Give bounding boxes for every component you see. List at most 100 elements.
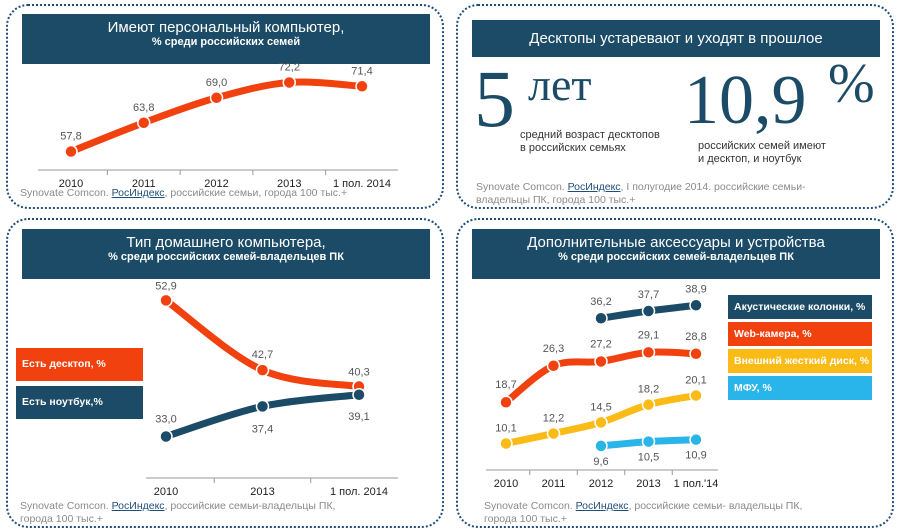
- x-tick-label: 2013: [250, 486, 274, 498]
- panel-header: Дополнительные аксессуары и устройства %…: [472, 229, 880, 279]
- caption-line: российских семей имеют: [698, 140, 826, 152]
- legend-mfp: МФУ, %: [728, 376, 872, 400]
- source-note: Synovate Comcon. РосИндекс, российские с…: [20, 500, 440, 526]
- source-prefix: Synovate Comcon.: [484, 500, 576, 512]
- data-label: 63,8: [133, 101, 154, 113]
- source-line2: города 100 тыс.+: [484, 513, 567, 525]
- accessories-chart: 2010 2011 2012 2013 1 пол.'14 36,2 37,7 38,9 18,…: [485, 283, 718, 490]
- x-tick-label: 2010: [153, 486, 177, 498]
- data-label: 20,1: [685, 374, 706, 386]
- source-note: Synovate Comcon. РосИндекс, российские с…: [20, 187, 440, 200]
- data-label: 18,7: [495, 379, 516, 391]
- data-point: [546, 358, 560, 373]
- data-point: [282, 75, 296, 89]
- rosindex-link[interactable]: РосИндекс: [575, 500, 629, 512]
- data-point: [63, 144, 78, 158]
- desktop-obsolete-panel: Десктопы устаревают и уходят в прошлое 5…: [456, 4, 894, 209]
- legend-desktop: Есть десктоп, %: [16, 348, 143, 381]
- legend-laptop: Есть ноутбук,%: [16, 386, 143, 419]
- data-label: 10,1: [495, 422, 516, 434]
- data-label: 33,0: [155, 413, 176, 425]
- data-label: 72,2: [278, 61, 299, 73]
- data-point: [546, 426, 560, 440]
- panel-title: Десктопы устаревают и уходят в прошлое: [529, 30, 823, 47]
- data-point: [498, 394, 513, 409]
- data-label: 29,1: [637, 329, 658, 341]
- desktop-age-caption: средний возраст десктопов в российских с…: [520, 129, 660, 155]
- panel-header: Имеют персональный компьютер, % среди ро…: [22, 14, 430, 64]
- panel-subtitle: % среди российских семей-владельцев ПК: [558, 251, 794, 263]
- x-tick-label: 2013: [277, 178, 301, 190]
- data-label: 37,4: [251, 423, 272, 435]
- data-label: 18,2: [637, 383, 658, 395]
- source-prefix: Synovate Comcon.: [476, 181, 568, 193]
- data-point: [351, 387, 366, 402]
- source-suffix: , российские семьи- владельцы ПК,: [628, 500, 803, 512]
- panel-title: Имеют персональный компьютер,: [107, 19, 345, 36]
- data-point: [136, 115, 150, 130]
- legend-speakers: Акустические колонки, %: [728, 295, 872, 319]
- data-label: 28,8: [685, 330, 706, 342]
- data-point: [641, 397, 655, 411]
- data-label: 71,4: [351, 65, 372, 77]
- x-tick-label: 2010: [493, 478, 517, 490]
- desktop-age-unit: лет: [528, 59, 592, 110]
- caption-line: средний возраст десктопов: [520, 129, 660, 141]
- x-tick-label: 2010: [58, 178, 82, 190]
- data-point: [641, 434, 655, 448]
- data-point: [255, 399, 269, 413]
- panel-header: Тип домашнего компьютера, % среди россий…: [22, 229, 430, 279]
- rosindex-link[interactable]: РосИндекс: [111, 500, 165, 512]
- data-label: 12,2: [542, 412, 563, 424]
- pc-ownership-chart: 2010 2011 2012 2013 1 пол. 2014 57,8 63,8 69,0 7…: [37, 61, 398, 190]
- data-point: [209, 90, 223, 105]
- x-tick-label: 1 пол.'14: [673, 478, 718, 490]
- x-tick-label: 2011: [131, 178, 155, 190]
- x-tick-label: 2011: [541, 478, 565, 490]
- data-point: [688, 388, 703, 402]
- data-point: [158, 293, 173, 307]
- data-label: 9,6: [593, 455, 608, 467]
- data-label: 38,9: [685, 283, 706, 295]
- x-tick-label: 2012: [588, 478, 612, 490]
- data-point: [593, 438, 608, 453]
- caption-line: в российских семьях: [520, 142, 626, 154]
- source-prefix: Synovate Comcon.: [20, 187, 112, 199]
- source-suffix: , российские семьи, города 100 тыс.+: [164, 187, 348, 199]
- x-tick-label: 2012: [204, 178, 228, 190]
- data-point: [158, 429, 173, 443]
- data-label: 26,3: [542, 342, 563, 354]
- data-label: 69,0: [205, 76, 226, 88]
- data-point: [354, 79, 369, 93]
- desktop-age-value: 5: [474, 53, 515, 144]
- both-devices-unit: %: [828, 53, 875, 115]
- source-note: Synovate Comcon. РосИндекс, российские с…: [484, 500, 889, 526]
- data-point: [641, 303, 655, 318]
- legend-external-hdd: Внешний жесткий диск, %: [728, 349, 872, 373]
- source-line2: владельцы ПК, города 100 тыс.+: [476, 194, 636, 206]
- panel-title: Дополнительные аксессуары и устройства: [527, 234, 825, 251]
- data-point: [688, 298, 703, 312]
- data-label: 27,2: [590, 338, 611, 350]
- data-point: [688, 346, 703, 361]
- data-label: 37,7: [637, 289, 658, 301]
- x-tick-label: 1 пол. 2014: [329, 486, 387, 498]
- panel-subtitle: % среди российских семей-владельцев ПК: [108, 251, 344, 263]
- x-tick-label: 2013: [636, 478, 660, 490]
- data-label: 40,3: [348, 366, 369, 378]
- computer-type-chart: 2010 2013 1 пол. 2014 52,9 42,7 40,3 33,0 37,4 3…: [145, 280, 398, 498]
- data-label: 10,5: [637, 451, 658, 463]
- source-note: Synovate Comcon. РосИндекс, I полугодие …: [476, 181, 886, 207]
- panel-title: Тип домашнего компьютера,: [126, 234, 326, 251]
- x-tick-label: 1 пол. 2014: [332, 178, 390, 190]
- rosindex-link[interactable]: РосИндекс: [567, 181, 621, 193]
- source-suffix: , I полугодие 2014. российские семьи-: [620, 181, 806, 193]
- data-label: 42,7: [251, 349, 272, 361]
- panel-subtitle: % среди российских семей: [151, 36, 301, 48]
- data-point: [593, 415, 608, 429]
- data-point: [593, 354, 608, 368]
- data-label: 14,5: [590, 401, 611, 413]
- both-devices-caption: российских семей имеют и десктоп, и ноут…: [698, 140, 826, 166]
- rosindex-link[interactable]: РосИндекс: [111, 187, 165, 199]
- panel-header: Десктопы устаревают и уходят в прошлое: [472, 20, 880, 57]
